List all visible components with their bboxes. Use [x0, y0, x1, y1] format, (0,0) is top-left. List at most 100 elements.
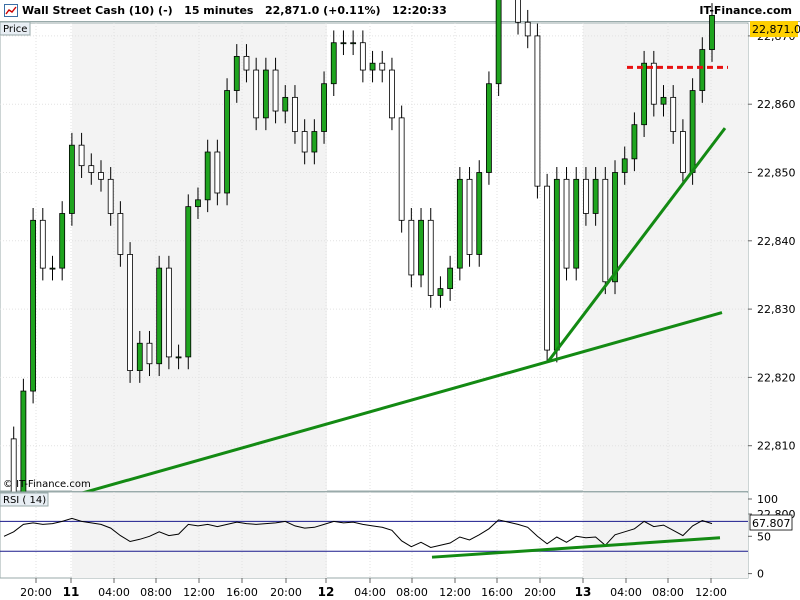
price-panel-tab [0, 21, 31, 36]
clock: 12:20:33 [392, 4, 447, 17]
chart-header: Wall Street Cash (10) (-) 15 minutes 22,… [22, 4, 447, 17]
rsi-y-tick-label: 100 [757, 493, 778, 506]
x-tick-label: 04:00 [354, 586, 386, 599]
instrument-name: Wall Street Cash (10) (-) [22, 4, 173, 17]
x-tick-label: 16:00 [481, 586, 513, 599]
price-bar [456, 178, 463, 269]
price-bar [127, 254, 133, 371]
last-price-change: 22,871.0 (+0.11%) [264, 4, 381, 17]
price-bar [670, 96, 677, 132]
y-tick-label: 22,850 [757, 167, 796, 180]
y-tick-label: 22,830 [757, 303, 796, 316]
price-bar [418, 219, 424, 276]
price-bar [534, 35, 541, 187]
watermark: © IT-Finance.com [3, 479, 91, 490]
y-tick-label: 22,840 [757, 235, 796, 248]
x-tick-label: 20:00 [270, 586, 302, 599]
rsi-y-tick-label: 0 [757, 568, 764, 581]
price-bar [680, 131, 686, 173]
price-bar [88, 165, 95, 173]
price-bar [68, 144, 75, 214]
price-bar [524, 21, 531, 37]
session-shade [583, 493, 748, 578]
price-bar [437, 288, 444, 296]
price-bar [515, 0, 521, 23]
rsi-value-badge [749, 514, 793, 531]
price-bar [233, 55, 240, 91]
x-tick-label: 08:00 [652, 586, 684, 599]
price-bar [330, 42, 337, 85]
rsi-y-tick-label: 50 [757, 530, 771, 543]
price-bar [301, 131, 308, 153]
x-tick-label: 12 [318, 585, 335, 599]
price-bar [389, 69, 395, 119]
price-bar [30, 219, 36, 392]
price-bar [224, 90, 230, 194]
x-tick-label: 12:00 [695, 586, 727, 599]
price-bar [398, 117, 405, 221]
price-bar [195, 199, 201, 208]
price-bar [262, 69, 269, 119]
price-bar [214, 151, 221, 194]
x-tick-label: 12:00 [439, 586, 471, 599]
price-bar [282, 96, 289, 112]
price-bar [379, 62, 386, 71]
price-bar [321, 83, 327, 132]
rsi-value-label: 67.807 [752, 517, 791, 530]
x-tick-label: 11 [63, 585, 80, 599]
price-bar [641, 62, 648, 126]
session-shade [72, 493, 327, 578]
y-tick-label: 22,860 [757, 98, 796, 111]
price-bar [709, 15, 715, 50]
price-bar [495, 0, 502, 85]
price-bar [563, 178, 570, 269]
price-bar [476, 172, 483, 255]
price-bar [146, 342, 153, 365]
price-bar [689, 90, 696, 173]
price-bar [583, 178, 589, 214]
price-bar [107, 178, 114, 214]
title-bar: Wall Street Cash (10) (-) 15 minutes 22,… [0, 0, 800, 22]
price-bar [136, 342, 143, 371]
y-tick-label: 22,820 [757, 371, 796, 384]
x-tick-label: 08:00 [140, 586, 172, 599]
price-bar [39, 219, 46, 269]
brand-name: IT-Finance.com [699, 4, 792, 17]
price-bar [78, 144, 85, 167]
rsi-panel-title: RSI ( 14) [3, 495, 46, 506]
price-bar [592, 178, 599, 214]
price-bar [49, 267, 56, 270]
price-bar [544, 185, 551, 351]
y-tick-label: 22,810 [757, 440, 796, 453]
x-tick-label: 16:00 [226, 586, 258, 599]
x-tick-label: 08:00 [396, 586, 428, 599]
price-bar [427, 219, 434, 296]
price-bar [117, 213, 124, 255]
price-bar [650, 62, 657, 105]
price-bar [350, 42, 357, 45]
price-bar [243, 55, 250, 71]
x-tick-label: 20:00 [20, 586, 52, 599]
timeframe: 15 minutes [184, 4, 254, 17]
x-tick-label: 13 [575, 585, 592, 599]
price-bar [311, 131, 318, 153]
rsi-line [3, 517, 713, 549]
x-tick-label: 04:00 [610, 586, 642, 599]
price-bar [292, 96, 298, 132]
price-bar [98, 172, 104, 180]
support-trendline [546, 127, 727, 363]
price-bar [447, 267, 454, 290]
price-bar [165, 267, 172, 358]
price-bar [204, 151, 211, 201]
support-trendline [19, 311, 723, 513]
price-panel-title: Price [3, 24, 27, 35]
x-tick-label: 20:00 [524, 586, 556, 599]
price-bar [185, 206, 192, 358]
price-bar [660, 96, 667, 105]
price-bar [253, 69, 260, 119]
x-tick-label: 12:00 [183, 586, 215, 599]
chart-icon [4, 4, 18, 17]
price-bar [466, 178, 473, 255]
last-price-badge [750, 21, 798, 38]
